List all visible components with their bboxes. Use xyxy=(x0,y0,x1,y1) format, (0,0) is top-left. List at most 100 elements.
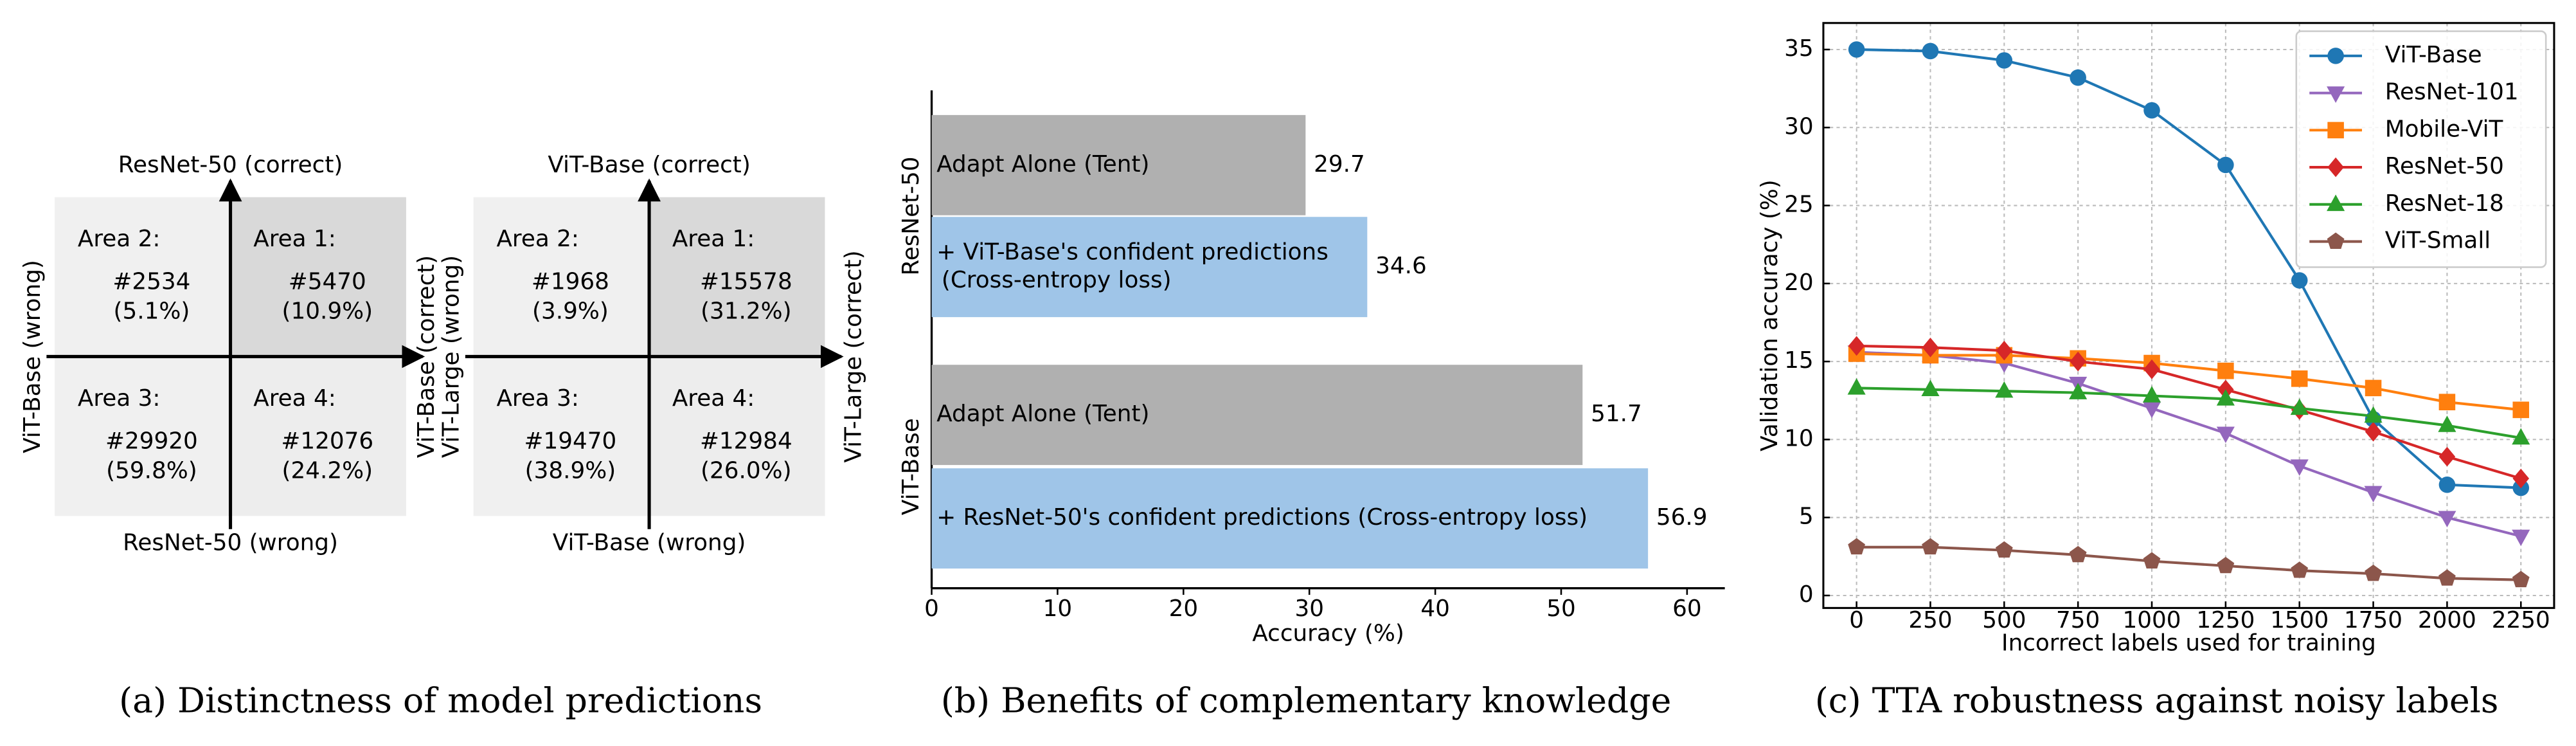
area-pct: (26.0%) xyxy=(701,457,792,484)
quadrant xyxy=(649,197,825,357)
marker xyxy=(2438,415,2456,432)
area-name: Area 3: xyxy=(496,385,578,412)
y-tick-label: 25 xyxy=(1784,192,1814,218)
marker xyxy=(2291,561,2309,578)
area-name: Area 1: xyxy=(672,226,755,252)
marker xyxy=(2143,552,2161,569)
marker xyxy=(2438,511,2456,528)
value-label: 34.6 xyxy=(1375,253,1427,279)
marker xyxy=(2365,421,2382,442)
bar xyxy=(931,468,1649,569)
marker xyxy=(2217,362,2234,379)
legend-box xyxy=(2295,30,2547,268)
marker xyxy=(2143,102,2160,119)
series-line xyxy=(1856,350,2521,538)
group-label: ResNet-50 xyxy=(898,156,924,275)
bottom-label: ViT-Base (wrong) xyxy=(553,530,746,556)
marker xyxy=(2142,386,2161,403)
quadrant xyxy=(649,356,825,516)
x-tick-label: 40 xyxy=(1420,596,1450,622)
marker xyxy=(2142,401,2161,419)
quadrant xyxy=(55,197,231,357)
x-tick-label: 50 xyxy=(1546,596,1576,622)
left-label: ViT-Large (wrong) xyxy=(438,255,464,458)
x-tick-label: 10 xyxy=(1043,596,1073,622)
marker xyxy=(2438,446,2456,467)
area-name: Area 4: xyxy=(672,385,755,412)
right-label: ViT-Base (correct) xyxy=(413,255,440,458)
legend-label: ViT-Base xyxy=(2385,42,2482,68)
legend-label: Mobile-ViT xyxy=(2385,116,2503,142)
area-name: Area 3: xyxy=(78,385,160,412)
marker xyxy=(2512,401,2530,419)
marker xyxy=(2217,556,2235,574)
y-tick-label: 0 xyxy=(1799,581,1814,608)
marker xyxy=(2069,545,2087,563)
area-count: #29920 xyxy=(105,428,198,454)
marker xyxy=(1847,378,1866,395)
area-name: Area 2: xyxy=(496,226,578,252)
marker xyxy=(2143,359,2160,379)
marker xyxy=(2438,569,2456,586)
bar xyxy=(931,217,1368,318)
marker xyxy=(2512,570,2530,588)
area-name: Area 1: xyxy=(253,226,335,252)
quadrant xyxy=(473,356,650,516)
marker xyxy=(2217,156,2234,174)
area-pct: (10.9%) xyxy=(282,298,373,324)
marker xyxy=(2365,564,2382,581)
legend-label: ResNet-18 xyxy=(2385,190,2504,217)
marker xyxy=(1921,379,1940,397)
x-tick-label: 0 xyxy=(1849,607,1864,633)
legend-marker xyxy=(2327,86,2345,103)
x-axis-label: Incorrect labels used for training xyxy=(2001,630,2376,657)
bar xyxy=(931,365,1583,466)
legend-marker xyxy=(2327,232,2345,249)
value-label: 56.9 xyxy=(1656,504,1708,531)
bar-label: (Cross-entropy loss) xyxy=(942,267,1172,293)
y-tick-label: 10 xyxy=(1784,425,1814,451)
marker xyxy=(1848,41,1865,58)
marker xyxy=(2291,272,2308,289)
marker xyxy=(2291,370,2308,387)
area-pct: (31.2%) xyxy=(701,298,792,324)
marker xyxy=(2438,394,2456,410)
x-tick-label: 750 xyxy=(2056,607,2100,633)
legend-label: ViT-Small xyxy=(2385,228,2491,254)
area-count: #15578 xyxy=(700,268,792,295)
area-pct: (24.2%) xyxy=(282,457,373,484)
marker xyxy=(2512,529,2530,547)
bottom-label: ResNet-50 (wrong) xyxy=(123,530,338,556)
y-tick-label: 15 xyxy=(1784,347,1814,374)
legend-marker xyxy=(2327,194,2345,212)
top-label: ViT-Base (correct) xyxy=(548,152,750,178)
left-label: ViT-Base (wrong) xyxy=(19,260,46,453)
value-label: 51.7 xyxy=(1591,401,1642,427)
marker xyxy=(1996,52,2013,69)
x-tick-label: 2250 xyxy=(2492,607,2550,633)
marker xyxy=(2364,486,2383,503)
marker xyxy=(1996,340,2013,361)
marker xyxy=(1995,381,2014,398)
caption: (a) Distinctness of model predictions xyxy=(119,680,762,721)
marker xyxy=(2512,428,2530,445)
x-tick-label: 1750 xyxy=(2344,607,2402,633)
marker xyxy=(2070,69,2086,86)
marker xyxy=(1848,538,1865,555)
group-label: ViT-Base xyxy=(898,418,924,515)
legend-label: ResNet-101 xyxy=(2385,79,2519,105)
marker xyxy=(2216,389,2235,406)
caption: (b) Benefits of complementary knowledge xyxy=(941,680,1672,721)
series-line xyxy=(1856,48,2521,489)
x-tick-label: 0 xyxy=(924,596,939,622)
marker xyxy=(1922,538,1939,555)
area-count: #12076 xyxy=(281,428,373,454)
x-tick-label: 1000 xyxy=(2123,607,2181,633)
x-tick-label: 1500 xyxy=(2270,607,2329,633)
y-tick-label: 5 xyxy=(1799,504,1814,530)
y-tick-label: 30 xyxy=(1784,113,1814,140)
area-pct: (3.9%) xyxy=(532,298,609,324)
series-line xyxy=(1856,387,2521,439)
x-tick-label: 500 xyxy=(1982,607,2026,633)
marker xyxy=(2290,398,2309,415)
